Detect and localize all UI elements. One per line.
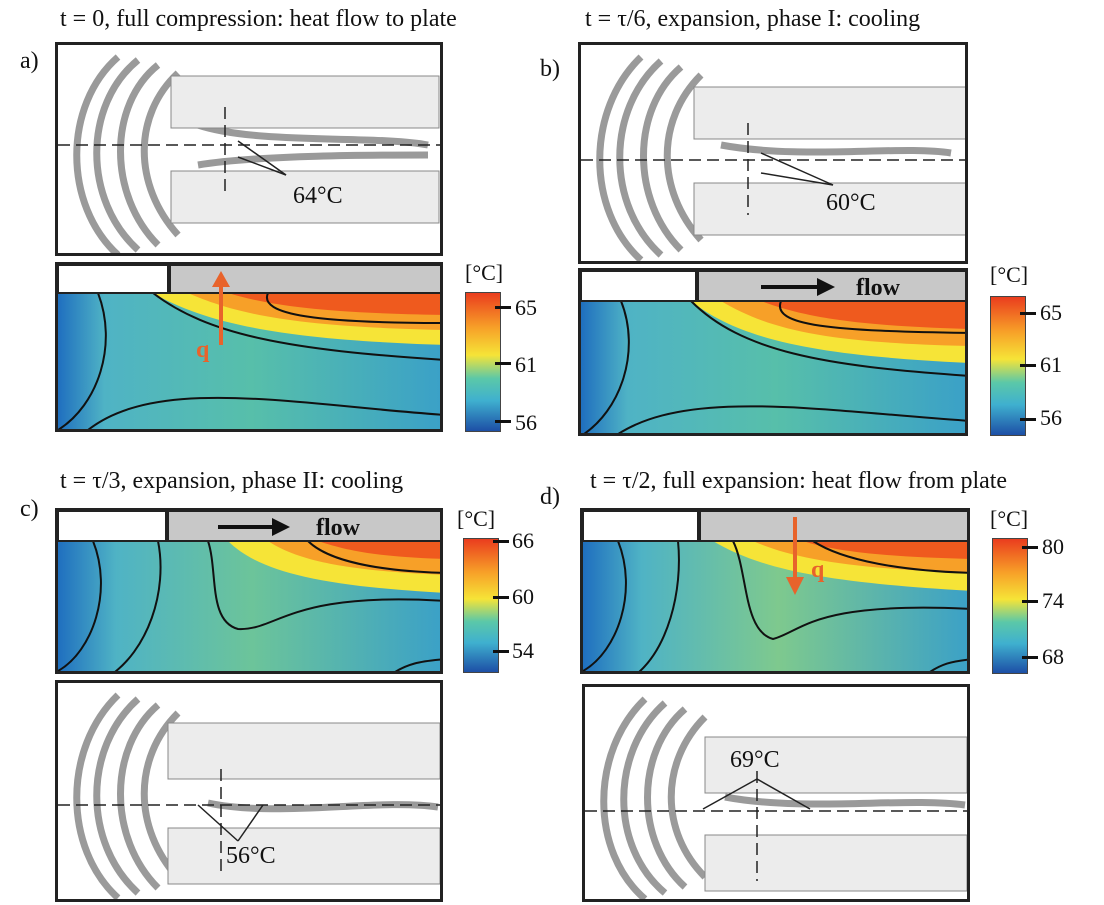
panel-b-title: t = τ/6, expansion, phase I: cooling (585, 6, 921, 32)
panel-b-temp-annotation: 60°C (826, 190, 876, 216)
panel-a-title: t = 0, full compression: heat flow to pl… (60, 6, 457, 32)
panel-d-colorbar (992, 538, 1028, 674)
panel-a-temp-annotation: 64°C (293, 183, 343, 209)
panel-a-unit: [°C] (465, 260, 504, 285)
panel-b-colorbar (990, 296, 1026, 436)
panel-c-letter: c) (20, 496, 39, 522)
panel-d-contour: q (580, 508, 970, 674)
panel-d-tick-mid: 74 (1042, 588, 1064, 613)
panel-a-tick-high: 65 (515, 295, 537, 320)
panel-b-unit: [°C] (990, 262, 1029, 287)
panel-a-tick-low: 56 (515, 410, 537, 435)
panel-b-interferogram: 60°C (578, 42, 968, 264)
panel-c-unit: [°C] (457, 506, 496, 531)
panel-a-contour: q (55, 262, 443, 432)
panel-c-flow-label: flow (316, 515, 361, 541)
panel-c-tick-high: 66 (512, 528, 534, 553)
panel-b-tick-low: 56 (1040, 405, 1062, 430)
panel-a-q-label: q (196, 337, 210, 363)
panel-c-interferogram: 56°C (55, 680, 443, 902)
panel-c-tick-mid: 60 (512, 584, 534, 609)
panel-b-contour: flow (578, 268, 968, 436)
panel-a-interferogram: 64°C (55, 42, 443, 256)
panel-d-tick-low: 68 (1042, 644, 1064, 669)
panel-d-interferogram: 69°C (582, 684, 970, 902)
panel-b-flow-label: flow (856, 275, 901, 301)
panel-d-tick-high: 80 (1042, 534, 1064, 559)
panel-d-q-label: q (811, 557, 825, 583)
panel-d-letter: d) (540, 484, 560, 510)
panel-d-unit: [°C] (990, 506, 1029, 531)
panel-c-temp-annotation: 56°C (226, 843, 276, 869)
panel-d-temp-annotation: 69°C (730, 747, 780, 773)
panel-a-tick-mid: 61 (515, 352, 537, 377)
panel-c-contour: flow (55, 508, 443, 674)
panel-a-letter: a) (20, 48, 39, 74)
panel-d-title: t = τ/2, full expansion: heat flow from … (590, 468, 1008, 494)
panel-b-tick-mid: 61 (1040, 352, 1062, 377)
panel-b-letter: b) (540, 56, 560, 82)
panel-c-tick-low: 54 (512, 638, 534, 663)
panel-c-title: t = τ/3, expansion, phase II: cooling (60, 468, 404, 494)
panel-b-tick-high: 65 (1040, 300, 1062, 325)
